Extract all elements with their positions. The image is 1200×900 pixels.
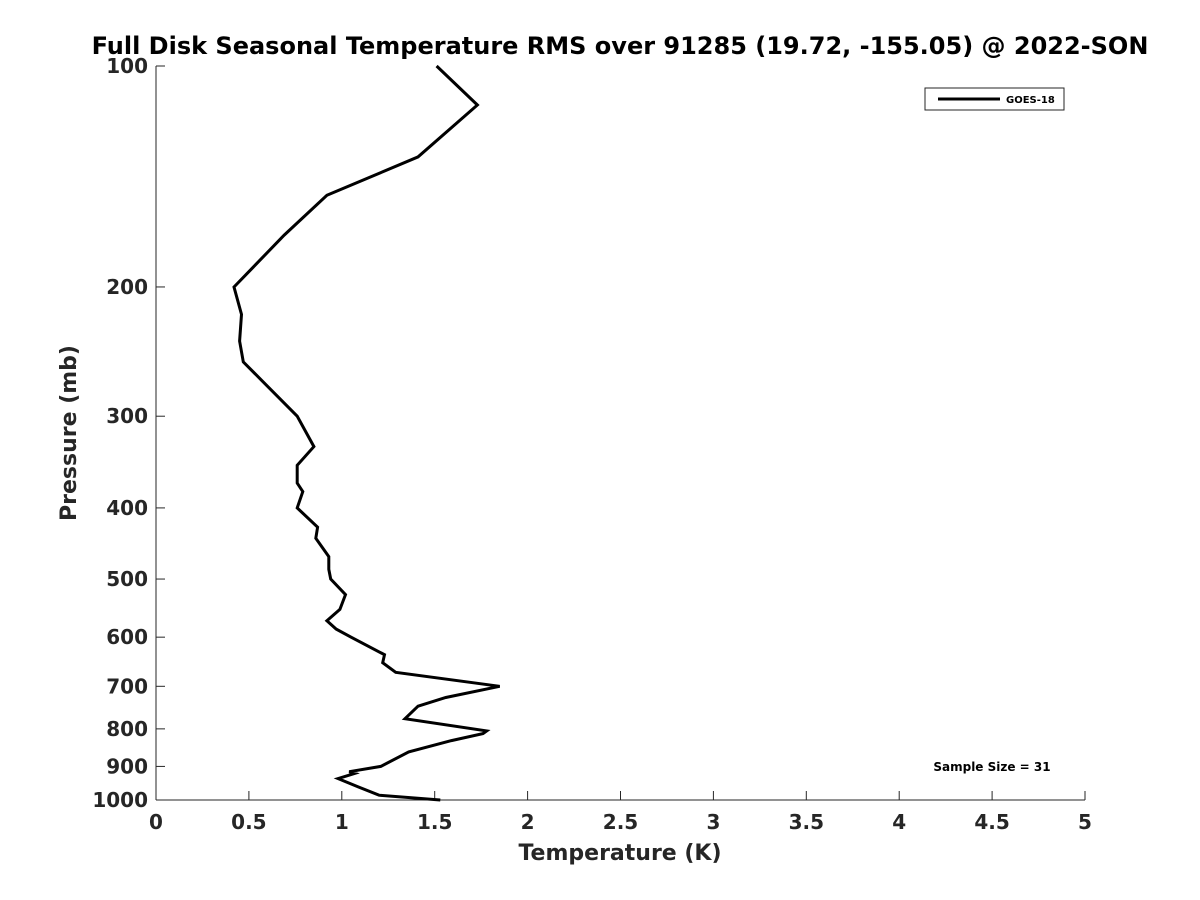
x-tick-label: 4	[892, 810, 906, 834]
legend: GOES-18	[924, 87, 1065, 111]
x-tick-label: 3.5	[789, 810, 824, 834]
x-tick-label: 0	[149, 810, 163, 834]
x-tick-label: 3	[706, 810, 720, 834]
y-tick-label: 300	[106, 404, 148, 428]
y-tick-label: 700	[106, 674, 148, 698]
y-tick-label: 400	[106, 496, 148, 520]
series-line-goes-18	[232, 64, 501, 802]
x-tick-label: 2.5	[603, 810, 638, 834]
x-tick-label: 1.5	[417, 810, 452, 834]
x-tick-label: 0.5	[231, 810, 266, 834]
series-group	[232, 64, 501, 802]
y-tick-label: 100	[106, 54, 148, 78]
x-tick-label: 5	[1078, 810, 1092, 834]
y-tick-label: 600	[106, 625, 148, 649]
y-tick-label: 800	[106, 717, 148, 741]
x-tick-label: 2	[521, 810, 535, 834]
x-axis-ticks: 0 0.5 1 1.5 2 2.5 3 3.5 4 4.5 5	[149, 791, 1092, 834]
y-tick-label: 200	[106, 275, 148, 299]
x-tick-label: 1	[335, 810, 349, 834]
plot-frame	[155, 66, 1085, 801]
y-tick-label: 500	[106, 567, 148, 591]
y-tick-label: 1000	[92, 788, 148, 812]
legend-label: GOES-18	[1006, 95, 1055, 106]
sample-size-annotation: Sample Size = 31	[933, 760, 1050, 774]
x-tick-label: 4.5	[974, 810, 1009, 834]
y-axis-label: Pressure (mb)	[57, 345, 82, 521]
chart-title: Full Disk Seasonal Temperature RMS over …	[92, 32, 1149, 60]
y-tick-label: 900	[106, 754, 148, 778]
y-axis-ticks: 100 200 300 400 500 600 700 800 900 1000	[92, 54, 165, 812]
x-axis-label: Temperature (K)	[518, 841, 721, 866]
